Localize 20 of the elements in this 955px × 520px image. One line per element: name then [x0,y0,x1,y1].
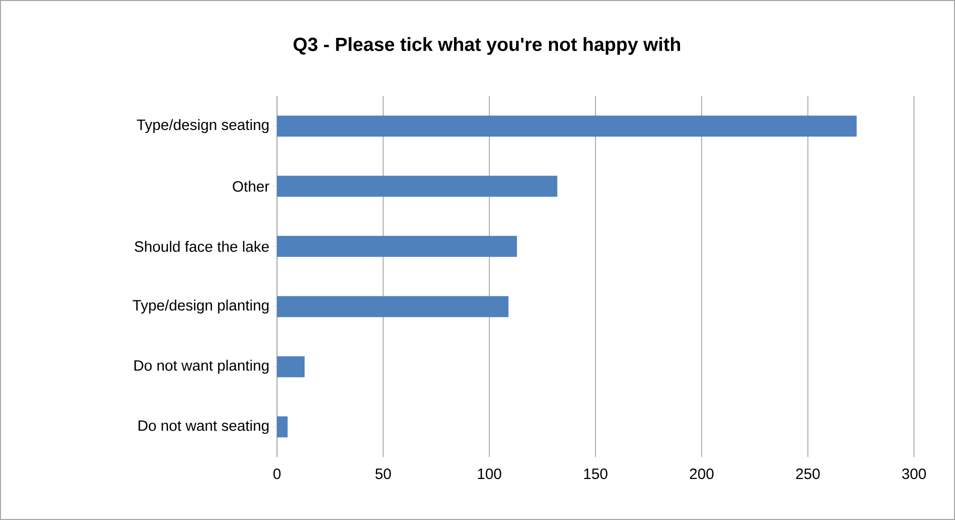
y-tick-label: Type/design planting [132,300,268,314]
x-tick-label: 150 [584,468,608,480]
y-tick-label: Do not want seating [138,420,268,434]
y-tick-label: Do not want planting [134,360,268,374]
bar [277,176,558,197]
x-tick-label: 200 [690,468,714,480]
x-tick-label: 250 [796,468,820,480]
x-tick-label: 300 [902,468,926,480]
x-tick-label: 100 [478,468,502,480]
y-tick-label: Should face the lake [134,240,269,252]
bar [277,116,857,137]
bar [277,296,508,318]
x-tick-label: 50 [375,468,391,480]
y-tick-label: Other [232,180,270,192]
bar [277,416,288,438]
x-tick-label: 0 [273,468,281,480]
y-tick-label: Type/design seating [136,119,268,134]
bar [277,236,517,257]
bar [277,356,305,378]
chart-title: Q3 - Please tick what you're not happy with [294,37,680,55]
